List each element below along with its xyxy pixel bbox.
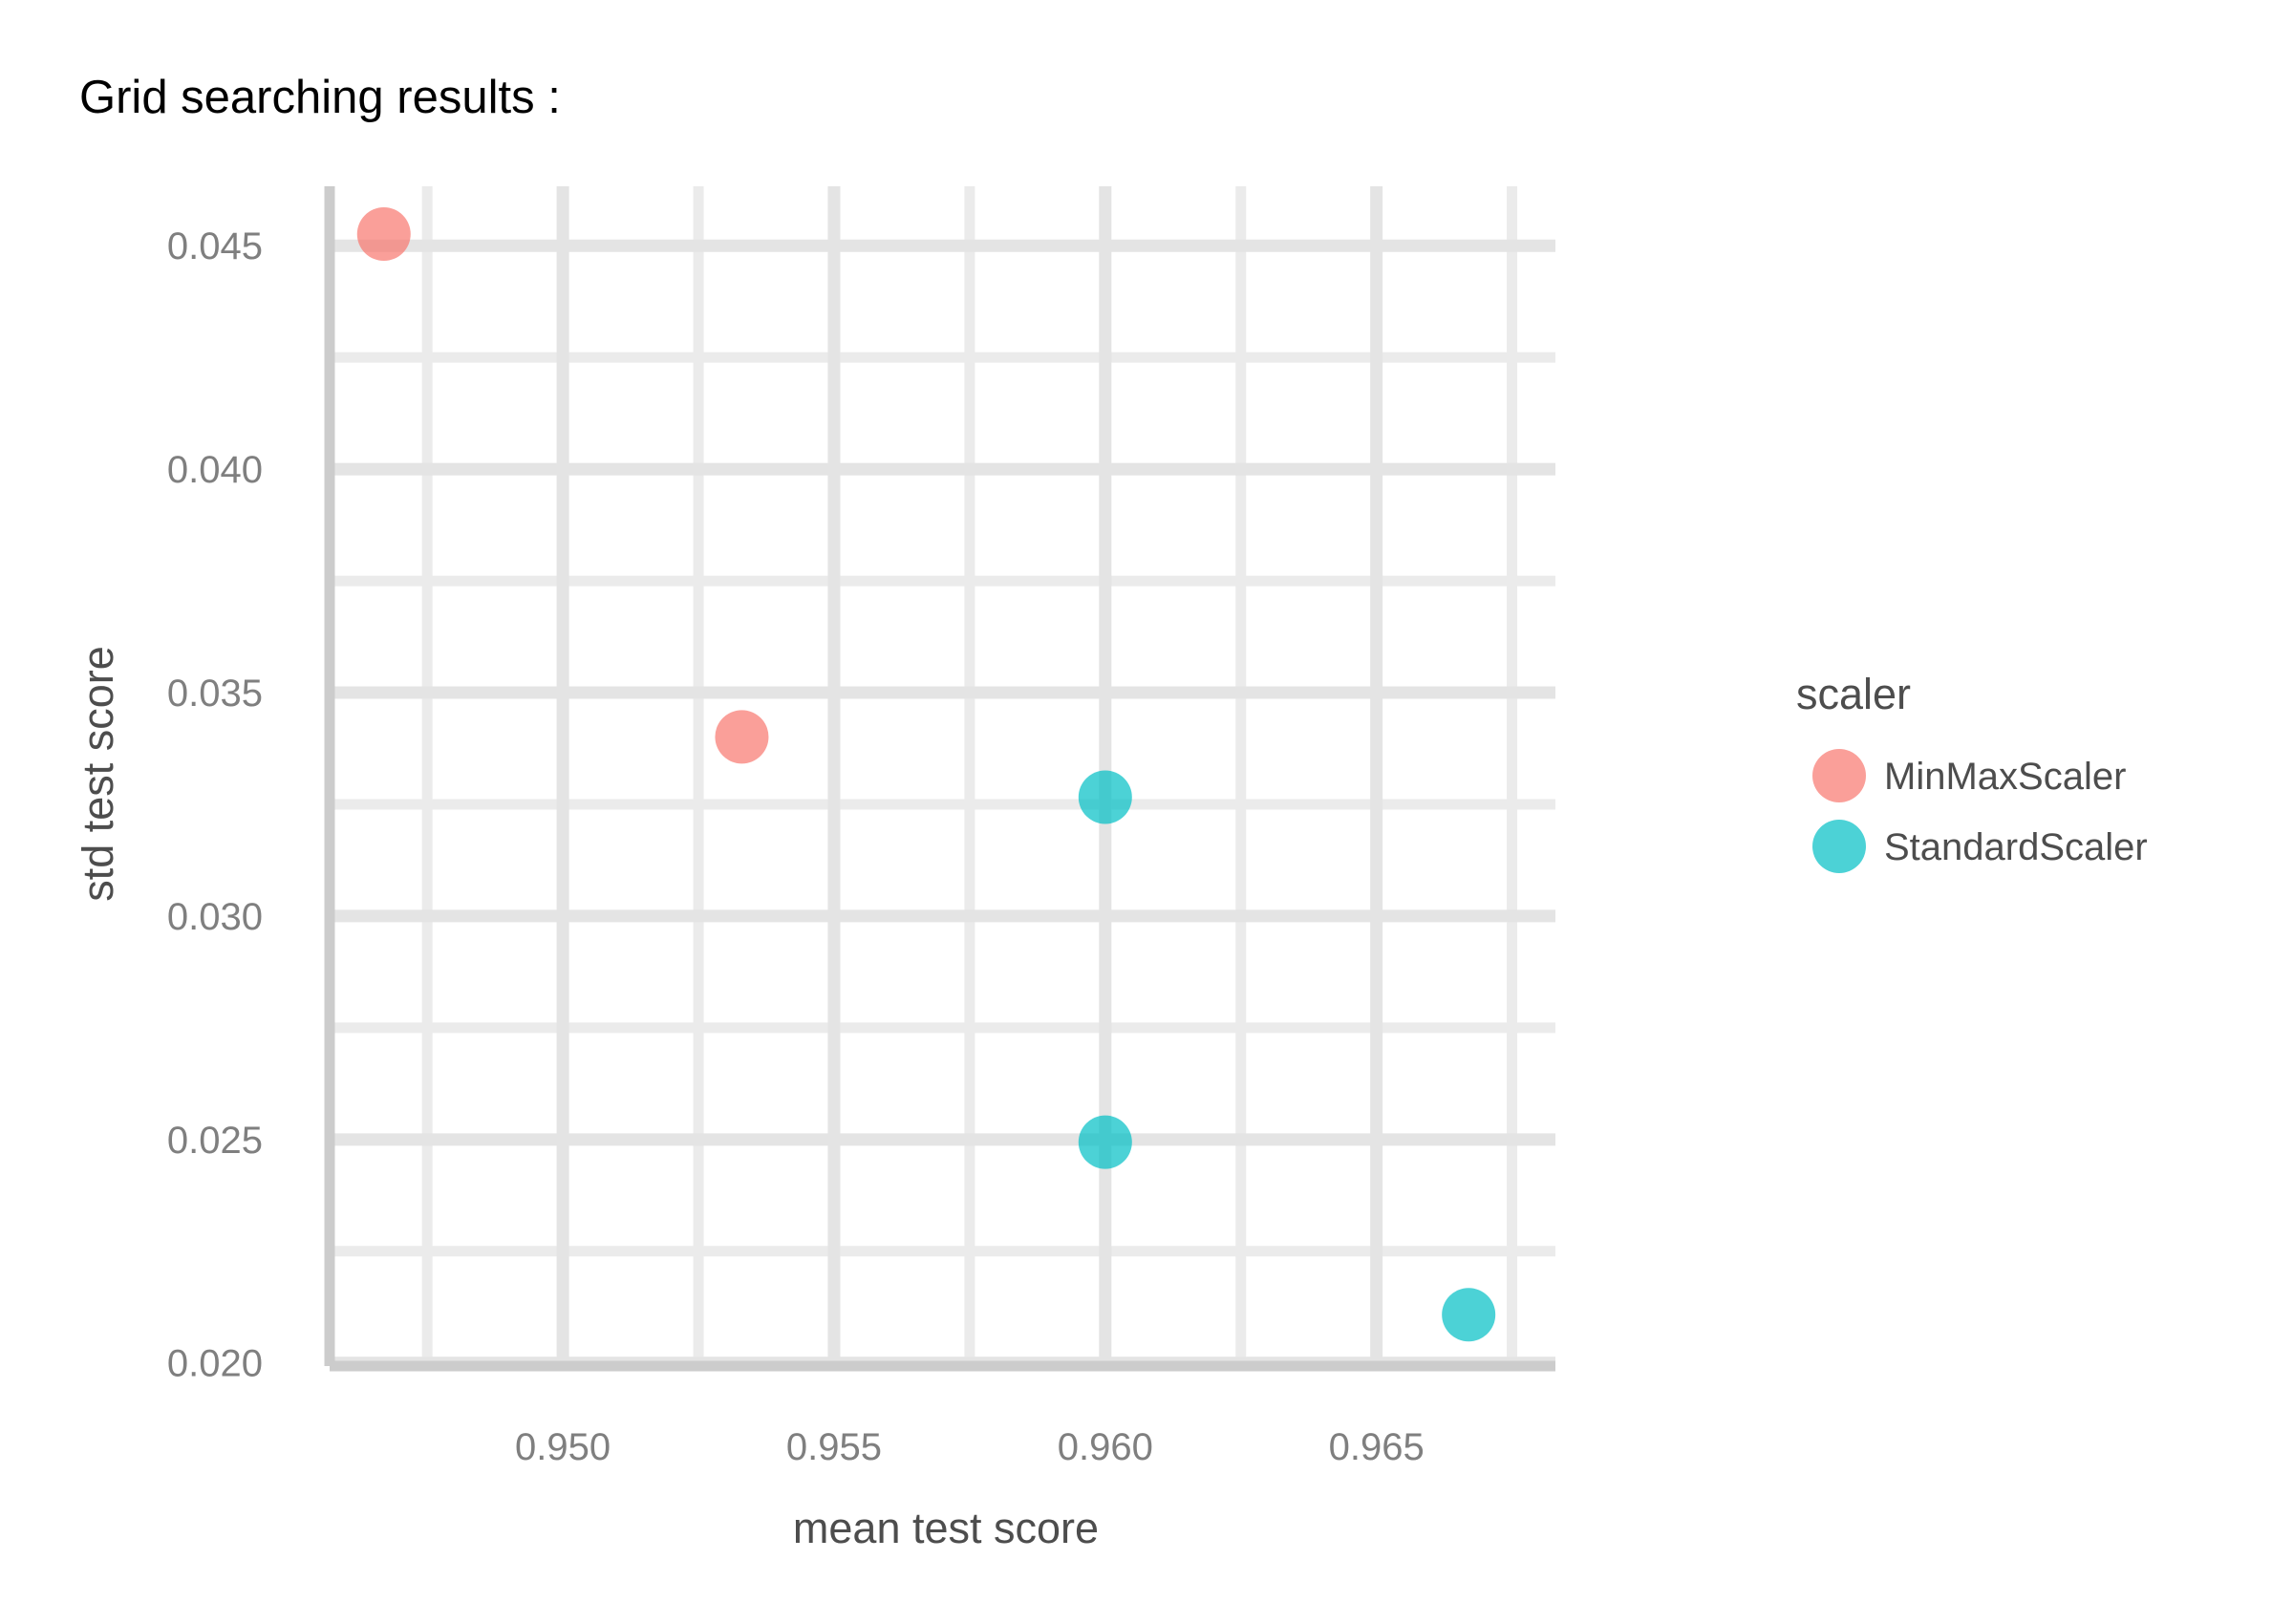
- x-tick-label-2: 0.960: [1058, 1426, 1153, 1468]
- x-tick-label-1: 0.955: [786, 1426, 882, 1468]
- legend-title: scaler: [1796, 670, 1911, 718]
- legend-key-1: [1812, 820, 1866, 873]
- y-tick-label-5: 0.045: [167, 225, 263, 267]
- y-tick-label-3: 0.035: [167, 673, 263, 715]
- y-tick-label-1: 0.025: [167, 1120, 263, 1162]
- legend: scaler MinMaxScaler StandardScaler: [1796, 670, 2148, 873]
- y-axis-title: std test score: [74, 646, 122, 902]
- legend-label-0: MinMaxScaler: [1884, 756, 2126, 798]
- x-tick-label-3: 0.965: [1329, 1426, 1425, 1468]
- data-points: [356, 207, 1496, 1342]
- point-standardscaler-1: [1078, 1115, 1132, 1169]
- x-tick-labels: 0.950 0.955 0.960 0.965: [515, 1426, 1425, 1468]
- legend-key-0: [1812, 749, 1866, 802]
- minor-gridlines: [330, 186, 1555, 1366]
- x-tick-label-0: 0.950: [515, 1426, 611, 1468]
- major-gridlines: [330, 186, 1555, 1370]
- legend-items: MinMaxScaler StandardScaler: [1812, 749, 2148, 873]
- y-tick-label-4: 0.040: [167, 449, 263, 491]
- y-tick-label-2: 0.030: [167, 896, 263, 938]
- y-tick-labels: 0.020 0.025 0.030 0.035 0.040 0.045: [167, 225, 263, 1385]
- y-tick-label-0: 0.020: [167, 1343, 263, 1385]
- point-minmaxscaler-1: [715, 710, 769, 764]
- point-standardscaler-2: [1442, 1288, 1496, 1342]
- point-standardscaler-0: [1078, 770, 1132, 824]
- point-minmaxscaler-0: [356, 207, 411, 262]
- chart-title: Grid searching results :: [79, 72, 561, 123]
- legend-label-1: StandardScaler: [1884, 826, 2148, 868]
- x-axis-title: mean test score: [793, 1504, 1099, 1552]
